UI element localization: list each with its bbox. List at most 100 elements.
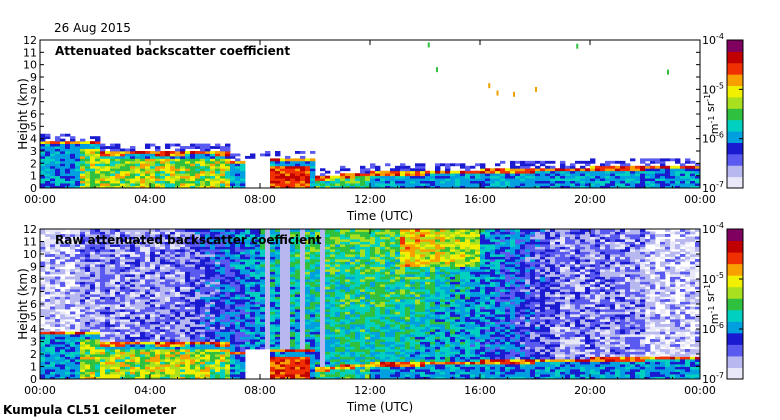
heatmap-cell: [175, 314, 181, 317]
heatmap-cell: [90, 284, 96, 287]
heatmap-cell: [145, 185, 151, 189]
heatmap-cell: [275, 371, 281, 375]
heatmap-cell: [590, 168, 596, 172]
heatmap-cell: [215, 319, 221, 322]
heatmap-cell: [155, 329, 161, 332]
heatmap-cell: [285, 183, 291, 186]
heatmap-cell: [460, 173, 466, 177]
heatmap-cell: [150, 371, 156, 375]
heatmap-cell: [295, 261, 301, 265]
heatmap-cell: [115, 364, 121, 367]
heatmap-cell: [100, 371, 106, 375]
heatmap-cell: [95, 316, 101, 320]
heatmap-cell: [75, 289, 81, 292]
heatmap-cell: [75, 229, 81, 232]
heatmap-cell: [610, 178, 616, 181]
heatmap-cell: [180, 231, 186, 235]
heatmap-cell: [190, 344, 196, 347]
heatmap-cell: [190, 286, 196, 290]
heatmap-cell: [185, 185, 191, 189]
heatmap-cell: [270, 261, 276, 265]
heatmap-cell: [80, 160, 86, 164]
heatmap-cell: [125, 279, 131, 282]
heatmap-cell: [310, 271, 316, 275]
heatmap-cell: [485, 168, 491, 172]
heatmap-cell: [505, 178, 511, 181]
heatmap-cell: [110, 314, 116, 317]
heatmap-cell: [225, 153, 231, 157]
heatmap-cell: [625, 170, 631, 174]
heatmap-cell: [270, 170, 276, 174]
heatmap-cell: [185, 160, 191, 164]
heatmap-cell: [60, 168, 66, 172]
heatmap-cell: [190, 231, 196, 235]
heatmap-cell: [135, 286, 141, 290]
heatmap-cell: [210, 279, 216, 282]
heatmap-cell: [175, 236, 181, 240]
heatmap-cell: [240, 271, 246, 275]
heatmap-cell: [320, 178, 326, 181]
heatmap-cell: [100, 354, 106, 357]
heatmap-cell: [130, 254, 136, 257]
heatmap-cell: [145, 173, 151, 177]
heatmap-cell: [145, 271, 151, 275]
heatmap-cell: [110, 261, 116, 265]
heatmap-cell: [85, 256, 91, 260]
heatmap-cell: [55, 289, 61, 292]
heatmap-cell: [590, 185, 596, 189]
heatmap-cell: [50, 158, 56, 162]
heatmap-cell: [160, 160, 166, 164]
heatmap-cell: [310, 301, 316, 305]
heatmap-cell: [95, 319, 101, 322]
colorbar-label: m-1 sr-1: [703, 94, 721, 134]
heatmap-cell: [235, 183, 241, 186]
heatmap-cell: [260, 329, 266, 332]
heatmap-cell: [85, 180, 91, 184]
heatmap-cell: [60, 148, 66, 152]
heatmap-cell: [75, 319, 81, 322]
heatmap-cell: [205, 180, 211, 184]
heatmap-cell: [500, 173, 506, 177]
heatmap-cell: [240, 331, 246, 335]
heatmap-cell: [215, 339, 221, 342]
heatmap-cell: [295, 259, 301, 262]
heatmap-cell: [180, 148, 186, 152]
heatmap-cell: [270, 329, 276, 332]
heatmap-cell: [55, 155, 61, 159]
heatmap-cell: [485, 175, 491, 179]
heatmap-cell: [285, 301, 291, 305]
heatmap-cell: [180, 234, 186, 237]
heatmap-cell: [140, 366, 146, 370]
heatmap-cell: [295, 316, 301, 320]
heatmap-cell: [385, 163, 391, 167]
heatmap-cell: [50, 241, 56, 245]
heatmap-cell: [95, 239, 101, 242]
heatmap-cell: [280, 304, 286, 307]
heatmap-cell: [175, 173, 181, 177]
heatmap-cell: [190, 366, 196, 370]
heatmap-cell: [130, 239, 136, 242]
heatmap-cell: [255, 284, 261, 287]
heatmap-cell: [245, 231, 251, 235]
heatmap-cell: [380, 178, 386, 181]
heatmap-cell: [290, 274, 296, 277]
heatmap-cell: [235, 239, 241, 242]
heatmap-cell: [280, 331, 286, 335]
heatmap-cell: [140, 289, 146, 292]
heatmap-cell: [115, 296, 121, 300]
heatmap-cell: [470, 175, 476, 179]
heatmap-cell: [60, 301, 66, 305]
heatmap-cell: [90, 349, 96, 352]
heatmap-cell: [315, 264, 321, 267]
heatmap-cell: [300, 291, 306, 295]
heatmap-cell: [295, 286, 301, 290]
heatmap-cell: [130, 321, 136, 325]
heatmap-cell: [160, 264, 166, 267]
heatmap-cell: [145, 249, 151, 252]
heatmap-cell: [130, 158, 136, 162]
heatmap-cell: [305, 261, 311, 265]
heatmap-cell: [70, 183, 76, 186]
heatmap-cell: [280, 356, 286, 360]
heatmap-cell: [390, 185, 396, 189]
heatmap-cell: [305, 364, 311, 367]
